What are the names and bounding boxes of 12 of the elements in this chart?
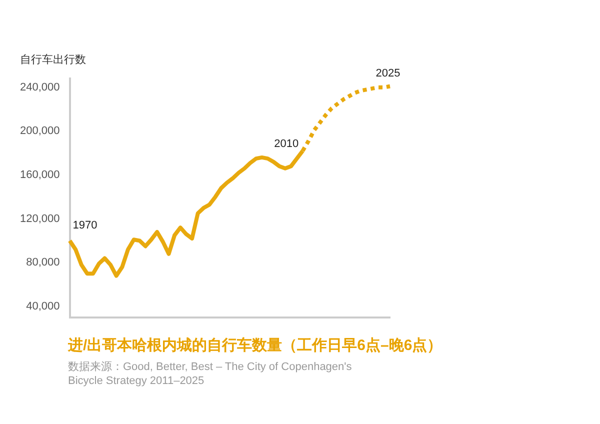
- source-note: 数据来源：Good, Better, Best – The City of Copenhagen's Bicycle Strategy 2011–2025: [68, 360, 353, 388]
- y-tick-label: 240,000: [20, 81, 60, 94]
- y-tick-label: 40,000: [26, 300, 60, 312]
- text: 进/出哥本哈根内城的自行车数量（工作日早6点–晚6点）: [68, 336, 442, 355]
- y-axis-title: 自行车出行数: [20, 53, 86, 67]
- y-tick-label: 160,000: [20, 169, 60, 182]
- annotation: 2025: [376, 67, 400, 80]
- annotation: 1970: [72, 220, 98, 232]
- y-tick-label: 80,000: [26, 256, 60, 269]
- y-tick-label: 200,000: [20, 125, 60, 138]
- y-tick-label: 120,000: [20, 212, 60, 225]
- annotation: 2010: [274, 138, 299, 150]
